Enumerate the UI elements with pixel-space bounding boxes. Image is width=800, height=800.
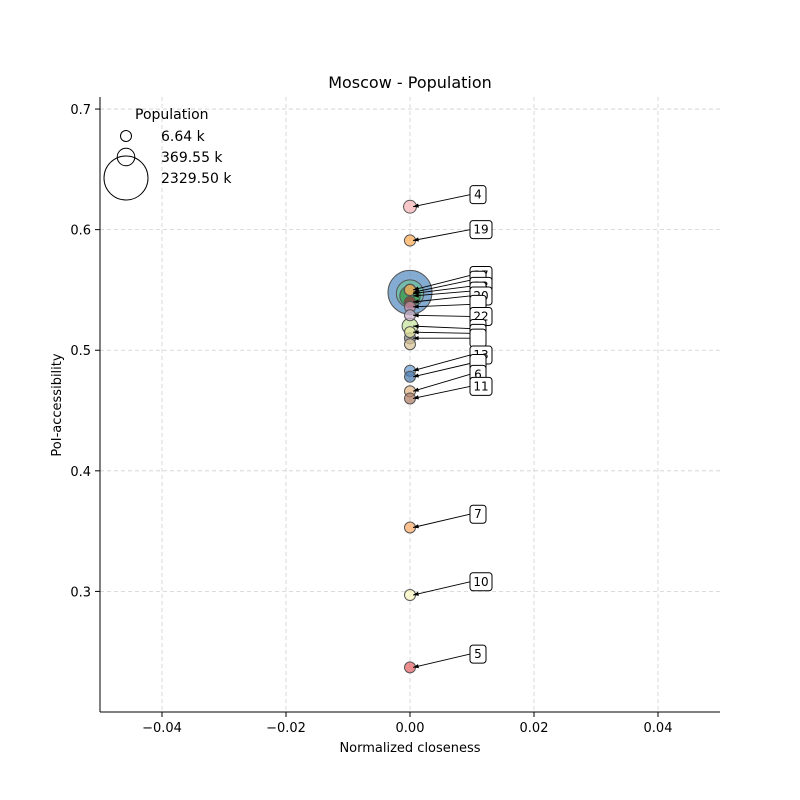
legend: Population 6.64 k 369.55 k 2329.50 k: [103, 107, 232, 201]
x-tick-label: −0.02: [266, 721, 306, 736]
annotation-label: 5: [474, 647, 482, 661]
annotation-label: 6: [474, 367, 482, 381]
annotation-arrowhead: [413, 367, 419, 372]
annotation-label: 7: [474, 507, 482, 521]
annotation-arrow: [412, 229, 471, 241]
annotation-arrow: [412, 653, 471, 668]
y-tick-label: 0.6: [70, 224, 91, 239]
y-axis-label: PoI-accessibility: [50, 353, 65, 456]
annotation-arrow: [412, 373, 471, 392]
x-tick-label: 0.00: [396, 721, 425, 736]
bubble: [404, 338, 416, 351]
annotation-label: 4: [474, 188, 482, 202]
annotation-arrow: [412, 279, 471, 293]
x-tick-label: −0.04: [142, 721, 182, 736]
annotation-arrowhead: [413, 299, 419, 304]
annotation-arrowhead: [413, 237, 419, 242]
annotation-arrowhead: [413, 336, 419, 341]
annotation-arrow: [412, 325, 471, 329]
legend-entry-label: 2329.50 k: [161, 171, 232, 187]
annotation-arrow: [412, 295, 471, 303]
annotation-arrowhead: [413, 395, 419, 400]
annotation-box: [469, 376, 493, 396]
annotation-arrowhead: [413, 286, 419, 291]
annotation-box: [469, 504, 487, 524]
y-tick-label: 0.5: [70, 344, 91, 359]
chart-title: Moscow - Population: [328, 73, 492, 92]
annotation-arrow: [412, 581, 471, 596]
annotation-arrow: [412, 385, 471, 399]
annotation-arrowhead: [413, 324, 419, 329]
x-axis-label: Normalized closeness: [339, 741, 480, 756]
annotation-box: [469, 220, 493, 240]
annotation-arrow: [412, 303, 471, 308]
legend-marker: [120, 130, 132, 142]
y-tick-label: 0.3: [70, 585, 91, 600]
legend-entry-label: 369.55 k: [161, 150, 223, 166]
legend-marker: [103, 155, 149, 201]
y-tick-label: 0.4: [70, 465, 91, 480]
x-tick-label: 0.02: [520, 721, 549, 736]
legend-title: Population: [135, 107, 209, 123]
annotation-arrow: [412, 513, 471, 528]
annotation-box: [469, 185, 487, 205]
annotation-arrowhead: [413, 290, 419, 295]
annotation-arrow: [412, 363, 471, 378]
legend-marker: [116, 147, 136, 167]
annotation-arrow: [412, 314, 471, 317]
annotation-arrowhead: [413, 664, 419, 669]
legend-entry-label: 6.64 k: [161, 129, 206, 145]
y-tick-label: 0.7: [70, 103, 91, 118]
annotation-arrow: [412, 275, 471, 291]
annotation-arrowhead: [413, 591, 419, 596]
annotation-arrowhead: [413, 330, 419, 335]
annotation-box: [469, 572, 493, 592]
annotations: 41917232022136117105: [412, 185, 493, 669]
annotation-box: [469, 328, 487, 348]
annotation-label: 19: [473, 223, 488, 237]
annotation-label: 11: [473, 379, 488, 393]
annotation-arrow: [412, 285, 471, 295]
annotation-box: [469, 644, 487, 664]
x-ticks: −0.04 −0.02 0.00 0.02 0.04: [142, 712, 672, 736]
annotation-arrow: [412, 290, 471, 297]
annotation-arrow: [412, 354, 471, 372]
x-tick-label: 0.04: [644, 721, 673, 736]
annotation-arrowhead: [413, 313, 419, 318]
annotation-arrowhead: [413, 293, 419, 298]
annotation-arrow: [412, 194, 471, 208]
annotation-arrowhead: [413, 304, 419, 309]
annotation-arrowhead: [413, 203, 419, 208]
annotation-arrowhead: [413, 524, 419, 529]
annotation-arrowhead: [413, 373, 419, 378]
annotation-label: 10: [473, 575, 488, 589]
bubbles: [387, 199, 433, 674]
y-ticks: 0.3 0.4 0.5 0.6 0.7: [70, 103, 100, 600]
annotation-arrowhead: [413, 387, 419, 392]
annotation-arrow: [412, 331, 471, 334]
